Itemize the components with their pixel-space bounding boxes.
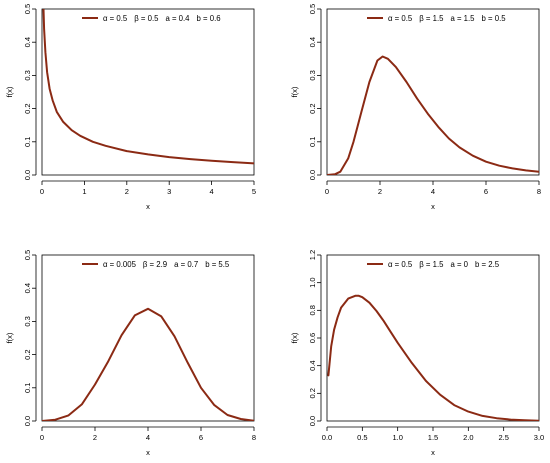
x-axis-label: x [146,202,150,211]
legend-param: α = 0.005 [103,260,137,269]
x-tick-label: 8 [252,433,256,442]
y-tick-label: 0.1 [308,137,317,147]
x-tick-label: 0.5 [357,433,367,442]
x-tick-label: 3.0 [534,433,544,442]
density-curve [42,307,254,421]
legend-param: β = 1.5 [419,260,444,269]
y-tick-label: 0.5 [308,4,317,14]
legend-param: a = 0 [450,260,468,269]
x-tick-label: 4 [146,433,150,442]
x-tick-label: 1.5 [428,433,438,442]
y-tick-label: 0.0 [308,416,317,426]
legend-param: a = 0.7 [174,260,198,269]
x-tick-label: 2 [378,187,382,196]
legend-entry: α = 0.5 β = 0.5 a = 0.4 b = 0.6 [103,14,221,23]
x-tick-label: 0 [325,187,329,196]
y-tick-label: 0.2 [23,349,32,359]
y-tick-label: 0.2 [23,103,32,113]
y-tick-label: 0.4 [23,283,32,293]
y-tick-label: 1.0 [308,277,317,287]
plot-frame [326,8,540,176]
y-tick-label: 0.2 [308,388,317,398]
y-tick-label: 0.0 [308,170,317,180]
x-tick-label: 3 [167,187,171,196]
legend-param: α = 0.5 [388,14,413,23]
legend-param: β = 1.5 [419,14,444,23]
x-tick-label: 2 [125,187,129,196]
y-tick-label: 1.2 [308,250,317,260]
y-tick-label: 0.3 [308,70,317,80]
y-tick-label: 0.0 [23,170,32,180]
x-tick-label: 4 [210,187,214,196]
y-tick-label: 0.3 [23,316,32,326]
x-tick-label: 0 [40,433,44,442]
y-tick-label: 0.0 [23,416,32,426]
legend-param: b = 0.5 [482,14,507,23]
x-tick-label: 2.5 [498,433,508,442]
x-tick-label: 2.0 [463,433,473,442]
x-axis-label: x [431,448,435,457]
y-tick-label: 0.4 [308,37,317,47]
plot-frame [326,254,540,422]
legend-param: β = 2.9 [143,260,167,269]
y-tick-label: 0.1 [23,383,32,393]
x-axis-label: x [146,448,150,457]
density-curve [327,294,539,421]
y-tick-label: 0.6 [308,333,317,343]
x-tick-label: 1.0 [392,433,402,442]
x-tick-label: 4 [431,187,435,196]
chart-panel-2: 0.0 0.1 0.2 0.3 0.4 0.5 0 2 4 6 8 x f(x) α = 0.5 β = 1… [290,4,541,211]
x-tick-label: 6 [484,187,488,196]
y-axis-label: f(x) [290,332,299,343]
plot-frame [41,8,255,176]
legend-param: α = 0.5 [388,260,413,269]
legend-param: β = 0.5 [134,14,159,23]
x-tick-label: 2 [93,433,97,442]
x-tick-label: 6 [199,433,203,442]
density-curve [42,9,254,165]
y-tick-label: 0.2 [308,103,317,113]
legend-param: b = 2.5 [475,260,500,269]
y-axis-label: f(x) [5,332,14,343]
y-tick-label: 0.4 [23,37,32,47]
y-tick-label: 0.4 [308,360,317,370]
y-axis-label: f(x) [5,86,14,97]
legend-entry: α = 0.5 β = 1.5 a = 1.5 b = 0.5 [388,14,506,23]
legend-entry: α = 0.005 β = 2.9 a = 0.7 b = 5.5 [103,260,230,269]
y-tick-label: 0.8 [308,305,317,315]
x-tick-label: 8 [537,187,541,196]
legend-param: b = 5.5 [205,260,230,269]
y-tick-label: 0.5 [23,4,32,14]
legend-param: α = 0.5 [103,14,128,23]
x-axis-label: x [431,202,435,211]
legend-param: a = 1.5 [450,14,475,23]
y-tick-label: 0.1 [23,137,32,147]
y-tick-label: 0.3 [23,70,32,80]
x-tick-label: 5 [252,187,256,196]
density-curve [327,55,539,175]
x-tick-label: 1 [82,187,86,196]
chart-panel-1: 0.0 0.1 0.2 0.3 0.4 0.5 0 1 2 3 4 5 x f(x) α = 0.5 β = … [5,4,256,211]
legend-param: b = 0.6 [197,14,221,23]
y-tick-label: 0.5 [23,250,32,260]
legend-entry: α = 0.5 β = 1.5 a = 0 b = 2.5 [388,260,500,269]
legend-param: a = 0.4 [165,14,190,23]
y-axis-label: f(x) [290,86,299,97]
x-tick-label: 0 [40,187,44,196]
chart-panel-4: 0.0 0.2 0.4 0.6 0.8 1.0 1.2 0.0 0.5 1.0 1.5 2.0 2.5 3… [290,250,544,457]
chart-panel-3: 0.0 0.1 0.2 0.3 0.4 0.5 0 2 4 6 8 x f(x) α = 0.005 β =… [5,250,256,457]
x-tick-label: 0.0 [322,433,332,442]
plot-frame [41,254,255,422]
